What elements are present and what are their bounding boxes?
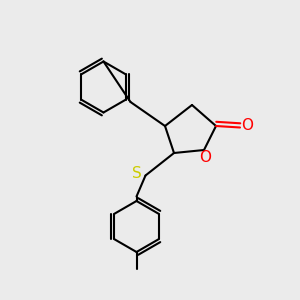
Text: S: S <box>132 167 142 182</box>
Text: O: O <box>242 118 254 133</box>
Text: O: O <box>200 150 211 165</box>
